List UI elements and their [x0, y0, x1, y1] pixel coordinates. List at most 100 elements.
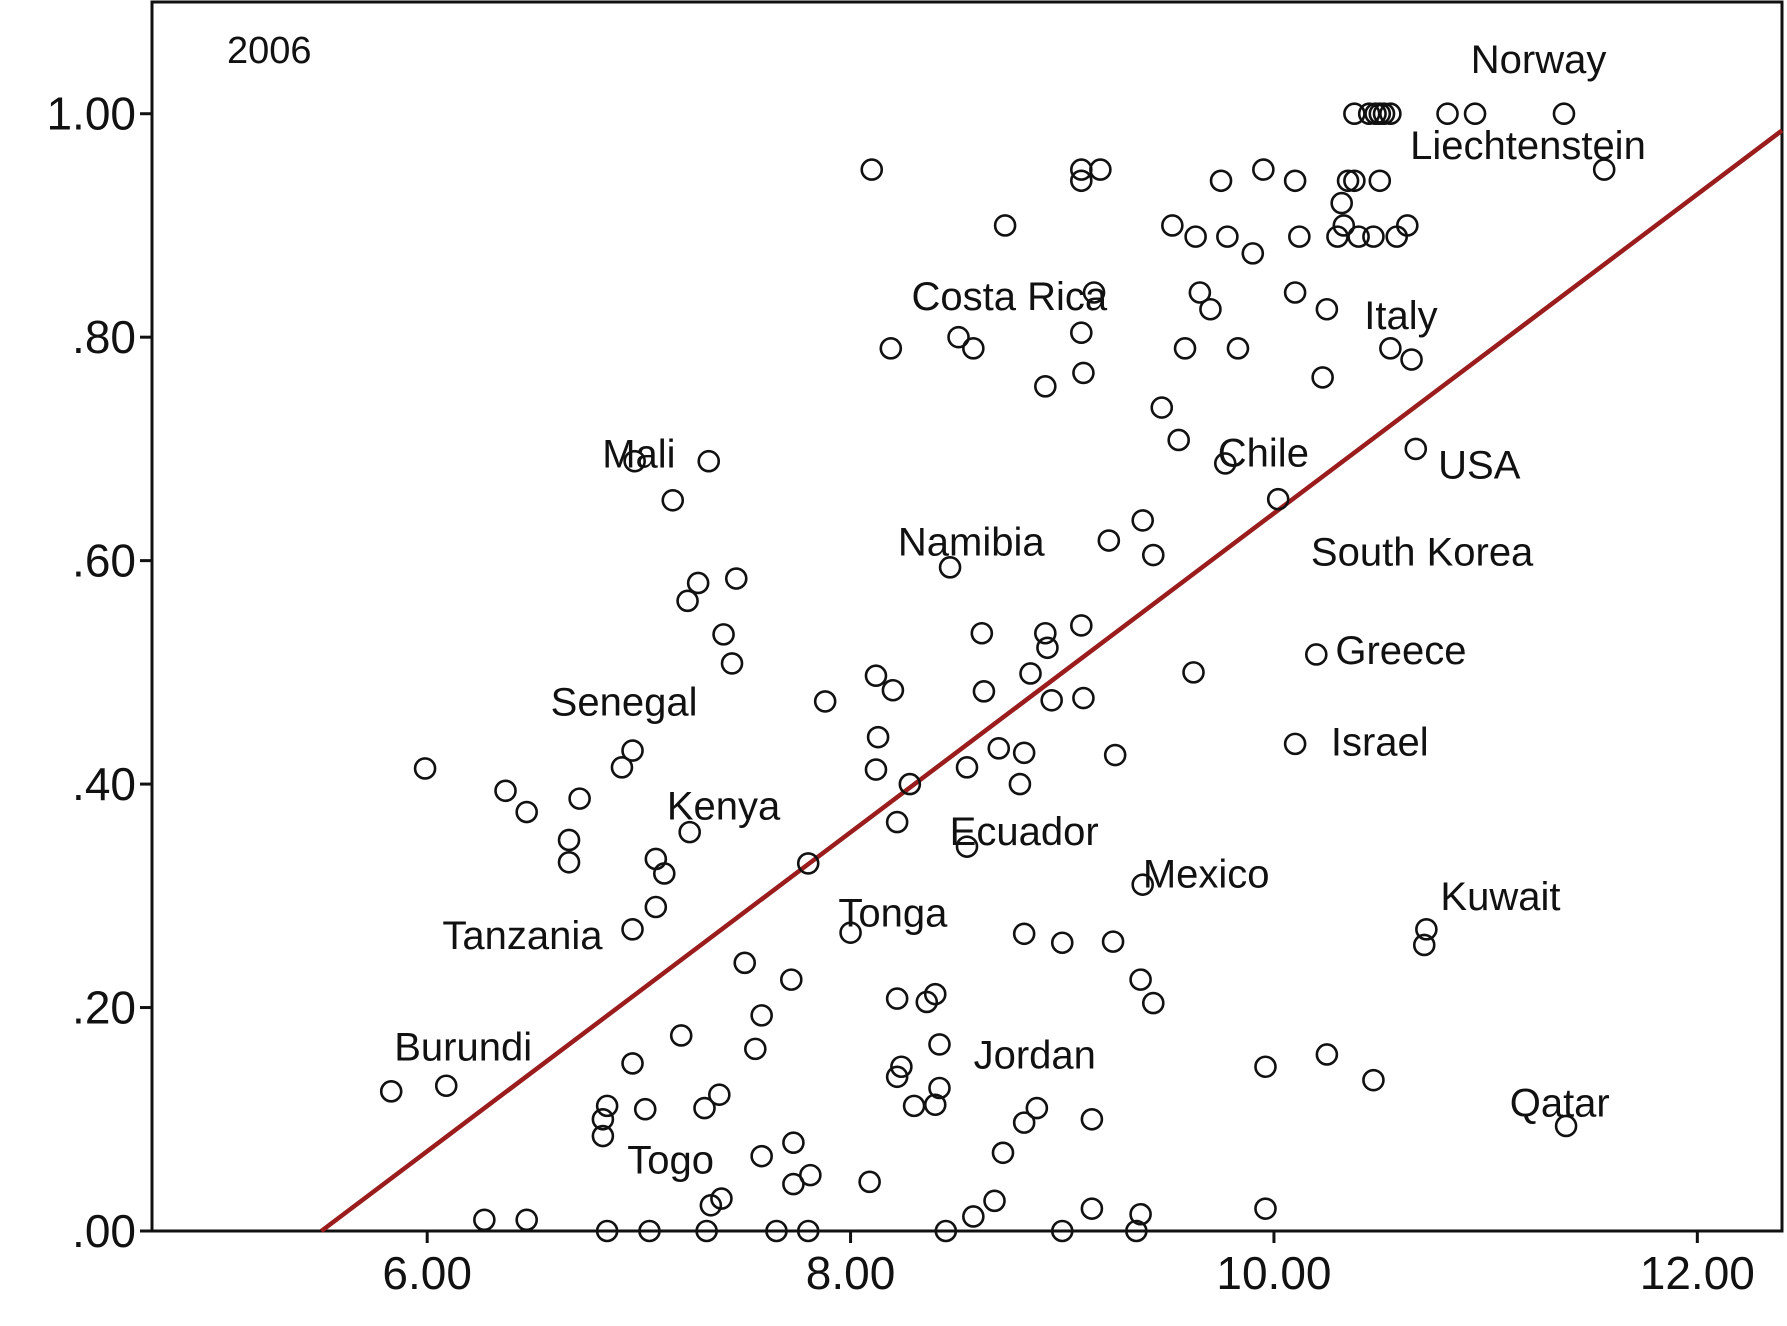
data-point — [591, 1107, 615, 1131]
data-point — [1141, 991, 1165, 1015]
data-point — [644, 847, 668, 871]
country-label: Greece — [1335, 629, 1466, 673]
data-point — [1436, 102, 1459, 126]
data-point — [993, 214, 1017, 237]
data-point — [885, 810, 909, 834]
data-point — [839, 921, 862, 944]
data-point — [1379, 337, 1402, 360]
country-label: Qatar — [1510, 1082, 1610, 1126]
data-point — [621, 1052, 644, 1075]
data-point — [1315, 297, 1339, 321]
data-point — [1216, 225, 1239, 248]
data-point — [568, 787, 591, 810]
country-label: Kuwait — [1440, 875, 1560, 919]
data-point — [1070, 321, 1093, 345]
data-point — [1266, 487, 1290, 511]
data-point — [1463, 102, 1487, 126]
data-point — [1315, 1043, 1339, 1066]
regression-line — [319, 128, 1784, 1233]
country-label: Costa Rica — [912, 275, 1108, 319]
data-point — [1283, 732, 1307, 756]
x-tick-label: 6.00 — [382, 1247, 472, 1299]
data-point — [621, 918, 644, 941]
data-point — [1304, 643, 1328, 666]
data-point — [623, 449, 646, 473]
data-point — [557, 828, 581, 852]
year-annotation: 2006 — [227, 30, 312, 72]
y-tick-label: .60 — [72, 535, 136, 587]
data-point — [1012, 922, 1036, 946]
data-point — [750, 1004, 773, 1027]
data-point — [796, 852, 820, 875]
data-point — [669, 1024, 693, 1047]
data-point — [1554, 1114, 1578, 1138]
data-point — [1254, 1055, 1277, 1079]
data-point — [693, 1096, 716, 1120]
country-label: Mexico — [1143, 852, 1270, 896]
x-tick-label: 10.00 — [1216, 1247, 1331, 1299]
y-tick-label: .40 — [72, 758, 136, 810]
x-axis: 6.00 8.00 10.00 12.00 — [382, 1231, 1755, 1299]
data-point — [494, 779, 517, 803]
data-point — [644, 895, 668, 919]
data-point — [1412, 933, 1436, 957]
data-point — [813, 690, 837, 713]
data-point — [864, 664, 888, 688]
data-point — [1072, 686, 1095, 710]
data-point — [1167, 428, 1190, 452]
data-point — [621, 739, 644, 762]
data-point — [1364, 102, 1387, 126]
data-point — [1025, 1096, 1049, 1120]
data-point — [1101, 930, 1125, 953]
data-point — [1125, 1219, 1148, 1243]
data-point — [695, 1219, 718, 1243]
data-point — [938, 556, 962, 579]
data-point — [557, 850, 581, 874]
data-point — [1288, 225, 1311, 248]
data-point — [1400, 348, 1423, 371]
data-point — [864, 758, 888, 781]
country-label: Mali — [602, 432, 675, 476]
country-label: Norway — [1471, 38, 1607, 82]
data-point — [1404, 437, 1428, 461]
data-point — [991, 1141, 1015, 1165]
data-point — [515, 800, 538, 824]
data-point — [1097, 529, 1121, 552]
data-point — [413, 757, 437, 780]
country-label: Chile — [1218, 431, 1309, 475]
data-point — [610, 756, 634, 779]
data-point — [1050, 931, 1074, 955]
data-point — [1161, 214, 1184, 237]
data-point — [750, 1144, 773, 1168]
data-point — [1034, 621, 1057, 645]
data-point — [379, 1080, 403, 1103]
data-point — [1252, 158, 1275, 181]
data-point — [720, 652, 744, 675]
data-point — [890, 1055, 913, 1079]
data-point — [1283, 281, 1307, 304]
data-point — [1012, 741, 1036, 765]
data-point — [1396, 214, 1419, 237]
data-point — [1209, 169, 1233, 193]
country-label: Tanzania — [442, 914, 603, 958]
data-point — [638, 1219, 661, 1243]
data-point — [1019, 662, 1042, 685]
data-point — [955, 756, 979, 779]
data-point — [1362, 1068, 1385, 1092]
data-point — [1241, 242, 1265, 265]
data-point — [1129, 1202, 1152, 1226]
country-label: Burundi — [394, 1026, 532, 1070]
data-point — [1008, 772, 1032, 796]
y-tick-label: .20 — [72, 982, 136, 1034]
data-point — [1336, 169, 1360, 193]
x-tick-label: 12.00 — [1640, 1247, 1755, 1299]
data-point — [858, 1170, 881, 1194]
data-point — [1379, 102, 1402, 126]
data-point — [866, 725, 890, 749]
data-point — [885, 1065, 909, 1089]
data-point — [724, 567, 748, 590]
data-point — [898, 772, 922, 796]
data-point — [782, 1172, 805, 1196]
data-point — [633, 1097, 657, 1121]
country-label: Namibia — [898, 521, 1045, 565]
